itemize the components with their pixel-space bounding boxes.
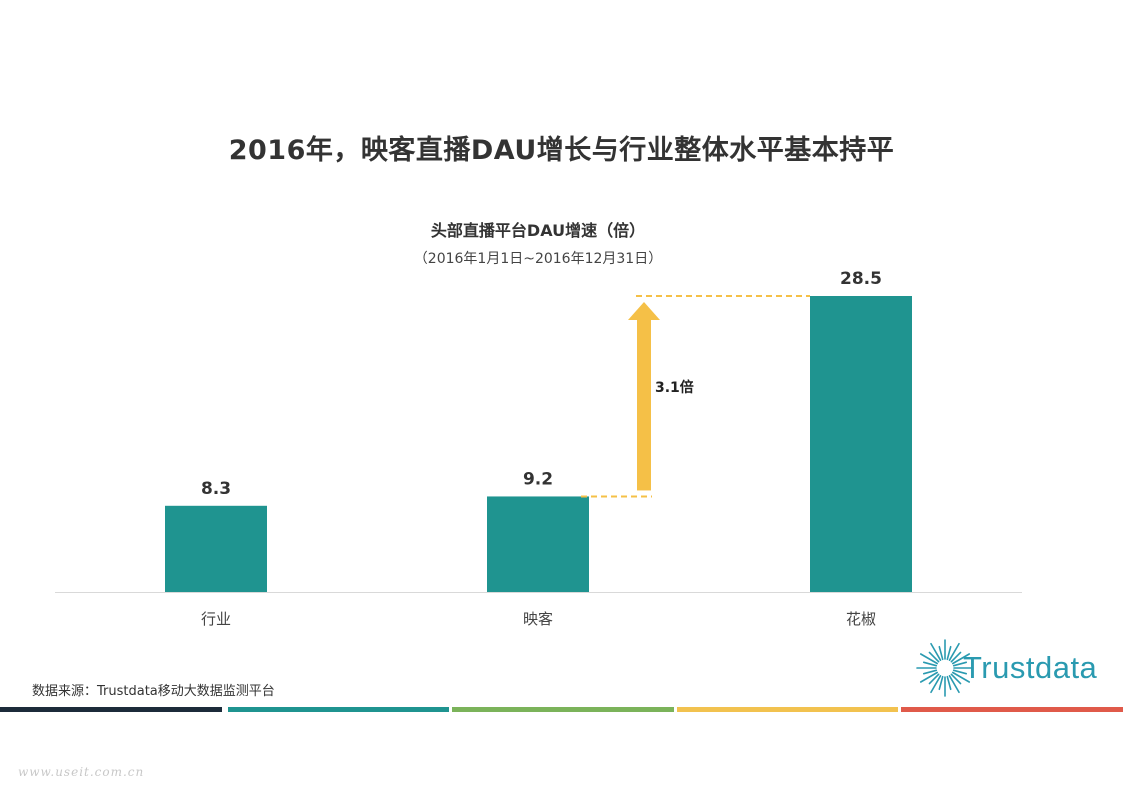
sunburst-ray [950,673,962,685]
sunburst-ray [922,669,938,675]
bar-value-label: 8.3 [201,479,231,499]
logo-text: Trustdata [963,650,1098,685]
sunburst-ray [938,675,944,691]
sunburst-ray [930,642,942,662]
sunburst-ray [928,651,940,663]
footer-stripe [452,707,674,712]
annotation-arrow-shaft [637,318,651,491]
sunburst-ray [930,674,942,694]
trustdata-logo: Trustdata [915,636,1110,700]
sunburst-ray [952,669,968,675]
annotation-arrow-head [628,302,660,320]
footer-color-stripes [0,707,1123,712]
sunburst-ray [922,661,938,667]
sunburst-ray [951,671,971,683]
sunburst-ray [938,645,944,661]
chart-title: 头部直播平台DAU增速（倍） [430,221,646,240]
x-tick-label: 行业 [201,610,231,628]
bar-1 [165,505,267,592]
sunburst-ray [951,653,971,665]
sunburst-ray [950,651,962,663]
sunburst-ray [919,653,939,665]
sunburst-ray [948,642,960,662]
sunburst-ray [946,675,952,691]
sunburst-ray [952,661,968,667]
bar-value-label: 9.2 [523,469,553,489]
x-tick-label: 映客 [523,610,553,628]
bar-chart: 8.3 行业 9.2 映客 28.5 花椒 3.1倍 [55,269,1022,628]
sunburst-ray [948,674,960,694]
footer-stripe [227,707,450,712]
sunburst-ray [919,671,939,683]
footer-stripe [0,707,222,712]
annotation-label: 3.1倍 [655,379,694,396]
watermark: www.useit.com.cn [18,765,145,779]
bar-3 [810,296,912,592]
footer-stripe [676,707,899,712]
chart-subtitle: （2016年1月1日~2016年12月31日） [413,251,663,267]
data-source-note: 数据来源：Trustdata移动大数据监测平台 [32,684,275,699]
footer-stripe [901,707,1123,712]
x-tick-label: 花椒 [846,610,876,628]
page-title: 2016年，映客直播DAU增长与行业整体水平基本持平 [228,135,895,166]
sunburst-ray [928,673,940,685]
sunburst-icon [916,639,974,697]
sunburst-ray [946,645,952,661]
bar-2 [487,496,589,592]
bar-value-label: 28.5 [840,269,882,289]
